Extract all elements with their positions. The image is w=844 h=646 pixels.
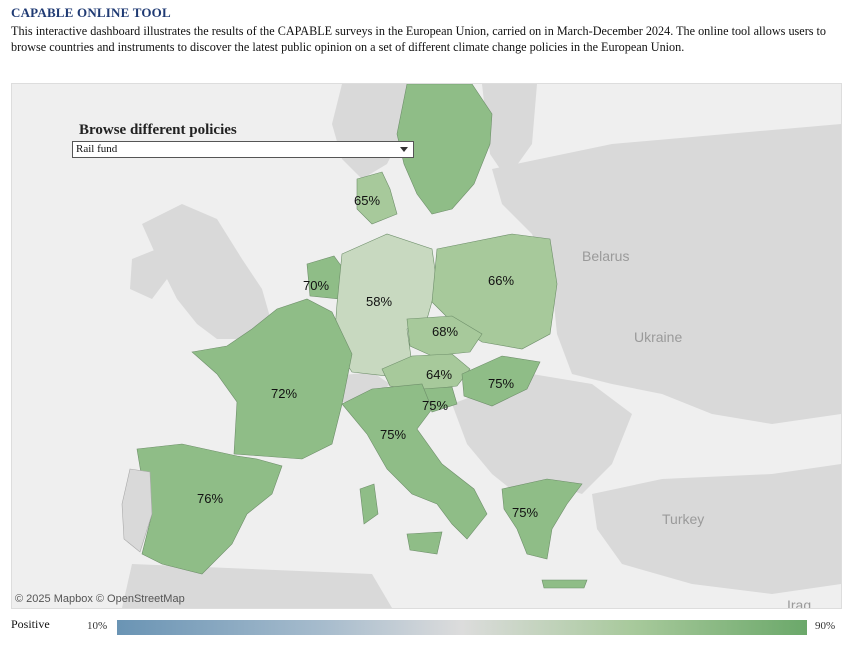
value-germany: 58% <box>366 294 392 309</box>
country-greece[interactable] <box>501 478 583 560</box>
country-hungary[interactable] <box>461 355 541 407</box>
country-spain[interactable] <box>136 443 283 575</box>
value-poland: 66% <box>488 273 514 288</box>
map-attribution[interactable]: © 2025 Mapbox © OpenStreetMap <box>15 593 185 605</box>
legend-color-bar <box>117 620 807 635</box>
country-portugal <box>121 468 153 553</box>
chevron-down-icon[interactable] <box>400 147 408 152</box>
label-iraq: Iraq <box>787 597 811 608</box>
land-uk <box>142 204 272 339</box>
value-hungary: 75% <box>488 376 514 391</box>
land-turkey <box>592 464 841 594</box>
label-belarus: Belarus <box>582 248 629 264</box>
value-france: 72% <box>271 386 297 401</box>
land-finland <box>482 84 537 179</box>
land-balkans <box>452 374 632 494</box>
label-turkey: Turkey <box>662 511 704 527</box>
value-netherlands: 70% <box>303 278 329 293</box>
country-sicily[interactable] <box>406 531 443 555</box>
country-denmark[interactable] <box>356 171 398 225</box>
value-denmark: 65% <box>354 193 380 208</box>
value-spain: 76% <box>197 491 223 506</box>
app-description: This interactive dashboard illustrates t… <box>11 24 827 54</box>
choropleth-map[interactable]: Belarus Ukraine Turkey Iraq 65% 70% 58% … <box>11 83 842 609</box>
country-crete[interactable] <box>541 579 588 589</box>
value-austria: 64% <box>426 367 452 382</box>
policy-filter-title: Browse different policies <box>79 122 237 138</box>
value-slovenia: 75% <box>422 398 448 413</box>
legend-min: 10% <box>87 620 108 632</box>
value-czechia: 68% <box>432 324 458 339</box>
value-italy: 75% <box>380 427 406 442</box>
map-canvas[interactable]: Belarus Ukraine Turkey Iraq 65% 70% 58% … <box>12 84 841 608</box>
country-sardinia[interactable] <box>359 483 379 525</box>
label-ukraine: Ukraine <box>634 329 682 345</box>
country-italy[interactable] <box>341 383 488 540</box>
land-east <box>492 124 841 424</box>
land-africa <box>122 564 392 608</box>
land-ireland <box>130 249 167 299</box>
policy-dropdown-value: Rail fund <box>76 143 118 155</box>
value-greece: 75% <box>512 505 538 520</box>
legend-max: 90% <box>815 620 836 632</box>
app-title: CAPABLE ONLINE TOOL <box>11 5 171 20</box>
legend-label: Positive <box>11 617 50 631</box>
country-poland[interactable] <box>431 233 558 350</box>
country-czechia[interactable] <box>406 315 483 357</box>
policy-dropdown[interactable]: Rail fund <box>72 141 414 158</box>
